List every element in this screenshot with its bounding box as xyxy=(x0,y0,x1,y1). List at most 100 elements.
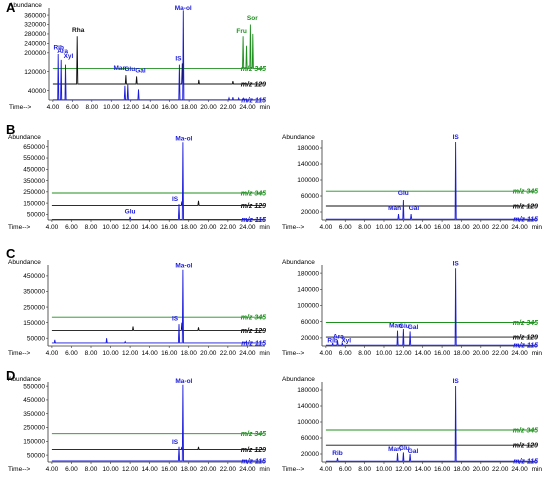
x-tick-label: 10.00 xyxy=(102,350,119,357)
trace-label-mz-115: m/z 115 xyxy=(241,340,266,347)
panel-letter: D xyxy=(6,368,15,383)
peak-label-rib: Rib xyxy=(53,45,64,52)
x-tick-label: 4.00 xyxy=(320,350,333,357)
x-tick-label: 16.00 xyxy=(161,350,178,357)
x-tick-label: 16.00 xyxy=(162,104,179,111)
x-tick-label: 18.00 xyxy=(453,350,470,357)
x-tick-label: 22.00 xyxy=(492,350,509,357)
y-tick-label: 120000 xyxy=(24,69,46,76)
trace-label-mz-345: m/z 345 xyxy=(513,428,538,435)
trace-label-mz-345: m/z 345 xyxy=(513,320,538,327)
x-axis-prefix: Time--> xyxy=(282,350,305,357)
x-tick-label: 12.00 xyxy=(123,104,140,111)
x-tick-label: 14.00 xyxy=(142,224,159,231)
y-tick-label: 240000 xyxy=(24,41,46,48)
peak-label-xyl: Xyl xyxy=(341,337,351,344)
x-tick-label: 10.00 xyxy=(102,224,119,231)
trace-label-mz-115: m/z 115 xyxy=(241,458,266,465)
y-tick-label: 360000 xyxy=(24,12,46,19)
x-tick-label: 12.00 xyxy=(395,350,412,357)
panel-letter: A xyxy=(6,0,16,15)
y-axis-title: Abundance xyxy=(8,134,41,141)
y-tick-label: 60000 xyxy=(301,435,319,442)
x-tick-label: 16.00 xyxy=(434,466,451,473)
x-tick-label: 22.00 xyxy=(220,104,237,111)
trace-label-mz-115: m/z 115 xyxy=(513,217,538,224)
trace-mz-115 xyxy=(325,268,536,346)
panel-letter: B xyxy=(6,122,15,137)
x-tick-label: 24.00 xyxy=(239,466,256,473)
trace-label-mz-345: m/z 345 xyxy=(241,66,266,73)
peak-label-man: Man xyxy=(389,322,402,329)
y-tick-label: 20000 xyxy=(301,451,319,458)
x-tick-label: 6.00 xyxy=(339,224,352,231)
y-tick-label: 650000 xyxy=(23,144,45,151)
trace-label-mz-129: m/z 129 xyxy=(513,335,538,342)
x-axis-prefix: Time--> xyxy=(8,466,31,473)
y-axis-title: Abundance xyxy=(9,2,42,9)
x-tick-label: 14.00 xyxy=(142,350,159,357)
x-axis-prefix: Time--> xyxy=(282,224,305,231)
y-tick-label: 350000 xyxy=(23,289,45,296)
x-tick-label: 22.00 xyxy=(492,466,509,473)
panel-b-right: Abundance 20000 60000 100000 140000 180000 Tim… xyxy=(282,134,542,231)
peak-label-glu: Glu xyxy=(125,208,136,215)
peak-label-ma-ol: Ma-ol xyxy=(175,135,192,142)
peak-label-is: IS xyxy=(175,55,182,62)
x-tick-label: 4.00 xyxy=(46,224,59,231)
x-tick-label: 20.00 xyxy=(473,350,490,357)
x-tick-label: 16.00 xyxy=(434,350,451,357)
peak-label-sor: Sor xyxy=(247,15,258,22)
trace-mz-115 xyxy=(51,142,263,220)
trace-label-mz-345: m/z 345 xyxy=(241,190,266,197)
y-tick-label: 100000 xyxy=(297,419,319,426)
trace-label-mz-345: m/z 345 xyxy=(241,431,266,438)
x-tick-label: 8.00 xyxy=(358,350,371,357)
y-tick-label: 280000 xyxy=(24,31,46,38)
y-tick-label: 350000 xyxy=(23,178,45,185)
x-axis-prefix: Time--> xyxy=(282,466,305,473)
x-tick-label: 10.00 xyxy=(376,350,393,357)
x-tick-label: 4.00 xyxy=(47,104,60,111)
peak-label-is: IS xyxy=(453,378,460,385)
x-tick-label: 22.00 xyxy=(492,224,509,231)
y-axis-title: Abundance xyxy=(8,376,41,383)
y-tick-label: 60000 xyxy=(301,319,319,326)
x-tick-label: 12.00 xyxy=(122,466,139,473)
y-tick-label: 550000 xyxy=(23,155,45,162)
y-tick-label: 100000 xyxy=(297,303,319,310)
trace-mz-115 xyxy=(51,384,263,462)
x-tick-label: 10.00 xyxy=(102,466,119,473)
x-tick-label: 20.00 xyxy=(200,350,217,357)
x-tick-label: 18.00 xyxy=(181,466,198,473)
trace-mz-115 xyxy=(51,269,263,344)
peak-label-xyl: Xyl xyxy=(64,53,74,60)
panel-d-right: Abundance 20000 60000 100000 140000 180000 Tim… xyxy=(282,376,542,473)
peak-label-is: IS xyxy=(172,439,179,446)
y-tick-label: 180000 xyxy=(297,387,319,394)
x-tick-label: 20.00 xyxy=(200,224,217,231)
trace-label-mz-129: m/z 129 xyxy=(513,204,538,211)
x-tick-label: 4.00 xyxy=(46,466,59,473)
trace-mz-129 xyxy=(51,200,263,206)
y-tick-label: 60000 xyxy=(301,193,319,200)
x-tick-label: 6.00 xyxy=(339,350,352,357)
y-tick-label: 250000 xyxy=(23,425,45,432)
peak-label-gal: Gal xyxy=(408,448,419,455)
x-tick-label: 22.00 xyxy=(220,466,237,473)
x-tick-label: 6.00 xyxy=(66,104,79,111)
peak-label-man: Man xyxy=(388,205,401,212)
y-tick-label: 250000 xyxy=(23,304,45,311)
trace-label-mz-129: m/z 129 xyxy=(241,447,266,454)
trace-mz-129 xyxy=(52,36,264,85)
x-tick-label: 14.00 xyxy=(415,224,432,231)
peak-label-gal: Gal xyxy=(409,205,420,212)
trace-label-mz-115: m/z 115 xyxy=(241,217,266,224)
x-axis-unit: min xyxy=(259,224,270,231)
y-tick-label: 150000 xyxy=(23,320,45,327)
x-tick-label: 24.00 xyxy=(511,466,528,473)
trace-label-mz-115: m/z 115 xyxy=(241,97,266,104)
x-tick-label: 6.00 xyxy=(65,350,78,357)
x-tick-label: 8.00 xyxy=(358,466,371,473)
